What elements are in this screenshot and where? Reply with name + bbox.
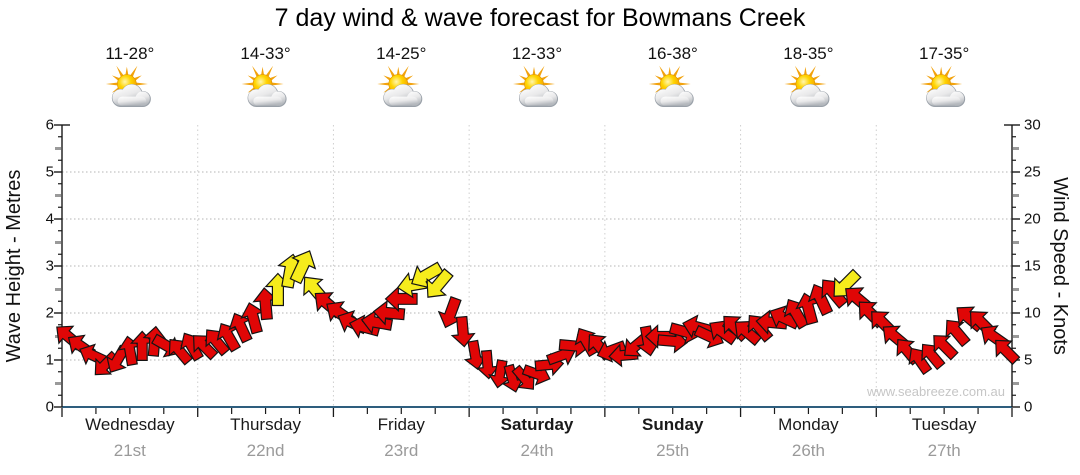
day-date-label: 24th (520, 441, 554, 460)
day-date-label: 26th (791, 441, 825, 460)
day-date-label: 22nd (246, 441, 285, 460)
day-temp-label: 12-33° (511, 44, 563, 63)
sun-cloud-icon (920, 65, 966, 107)
wind-arrow (284, 246, 321, 287)
day-temp-label: 11-28° (105, 44, 155, 63)
day-name-label: Thursday (230, 415, 301, 434)
wind-speed-tick: 5 (1024, 351, 1033, 369)
day-name-label: Wednesday (85, 415, 175, 434)
wind-arrow (451, 316, 476, 348)
day-temp-label: 16-38° (647, 44, 698, 63)
wind-speed-tick: 25 (1024, 163, 1041, 181)
day-date-label: 25th (656, 441, 690, 460)
wind-arrow (373, 300, 406, 326)
wind-speed-tick: 10 (1024, 304, 1041, 322)
wind-speed-tick: 20 (1024, 210, 1041, 228)
weather-icons (105, 65, 966, 107)
day-date-label: 23rd (384, 441, 419, 460)
wind-speed-tick: 15 (1024, 257, 1041, 275)
wind-speed-tick: 30 (1024, 116, 1041, 134)
sun-cloud-icon (648, 65, 694, 107)
day-date-label: 21st (113, 441, 146, 460)
day-temp-label: 17-35° (919, 44, 970, 63)
wind-arrow (926, 328, 962, 364)
wave-height-tick: 6 (45, 116, 54, 134)
sun-cloud-icon (784, 65, 830, 107)
day-temp-label: 14-25° (376, 44, 427, 63)
sun-cloud-icon (241, 65, 287, 107)
day-name-label: Sunday (642, 415, 704, 434)
wind-arrow (419, 265, 458, 305)
day-temp-label: 14-33° (240, 44, 291, 63)
wave-height-tick: 0 (45, 398, 54, 416)
day-name-label: Tuesday (911, 415, 977, 434)
wind-arrow (938, 313, 974, 350)
day-name-label: Monday (778, 415, 839, 434)
sun-cloud-icon (513, 65, 558, 107)
wind-arrow (988, 333, 1023, 368)
wave-height-tick: 5 (45, 163, 54, 181)
day-temp-label: 18-35° (783, 44, 834, 63)
day-name-label: Friday (377, 415, 425, 434)
wind-arrows (50, 246, 1024, 396)
sun-cloud-icon (377, 65, 423, 107)
left-axis-title: Wave Height - Metres (3, 169, 25, 363)
watermark: www.seabreeze.com.au (866, 384, 1005, 399)
sun-cloud-icon (105, 65, 151, 107)
wind-arrow (570, 323, 604, 359)
day-date-label: 27th (927, 441, 961, 460)
chart-title: 7 day wind & wave forecast for Bowmans C… (274, 4, 806, 32)
wave-height-tick: 4 (45, 210, 54, 228)
right-axis-title: Wind Speed - Knots (1049, 177, 1071, 355)
wave-height-tick: 1 (45, 351, 54, 369)
wave-height-tick: 2 (45, 304, 54, 322)
wind-speed-tick: 0 (1024, 398, 1033, 416)
wave-height-tick: 3 (45, 257, 54, 275)
day-name-label: Saturday (500, 415, 574, 434)
